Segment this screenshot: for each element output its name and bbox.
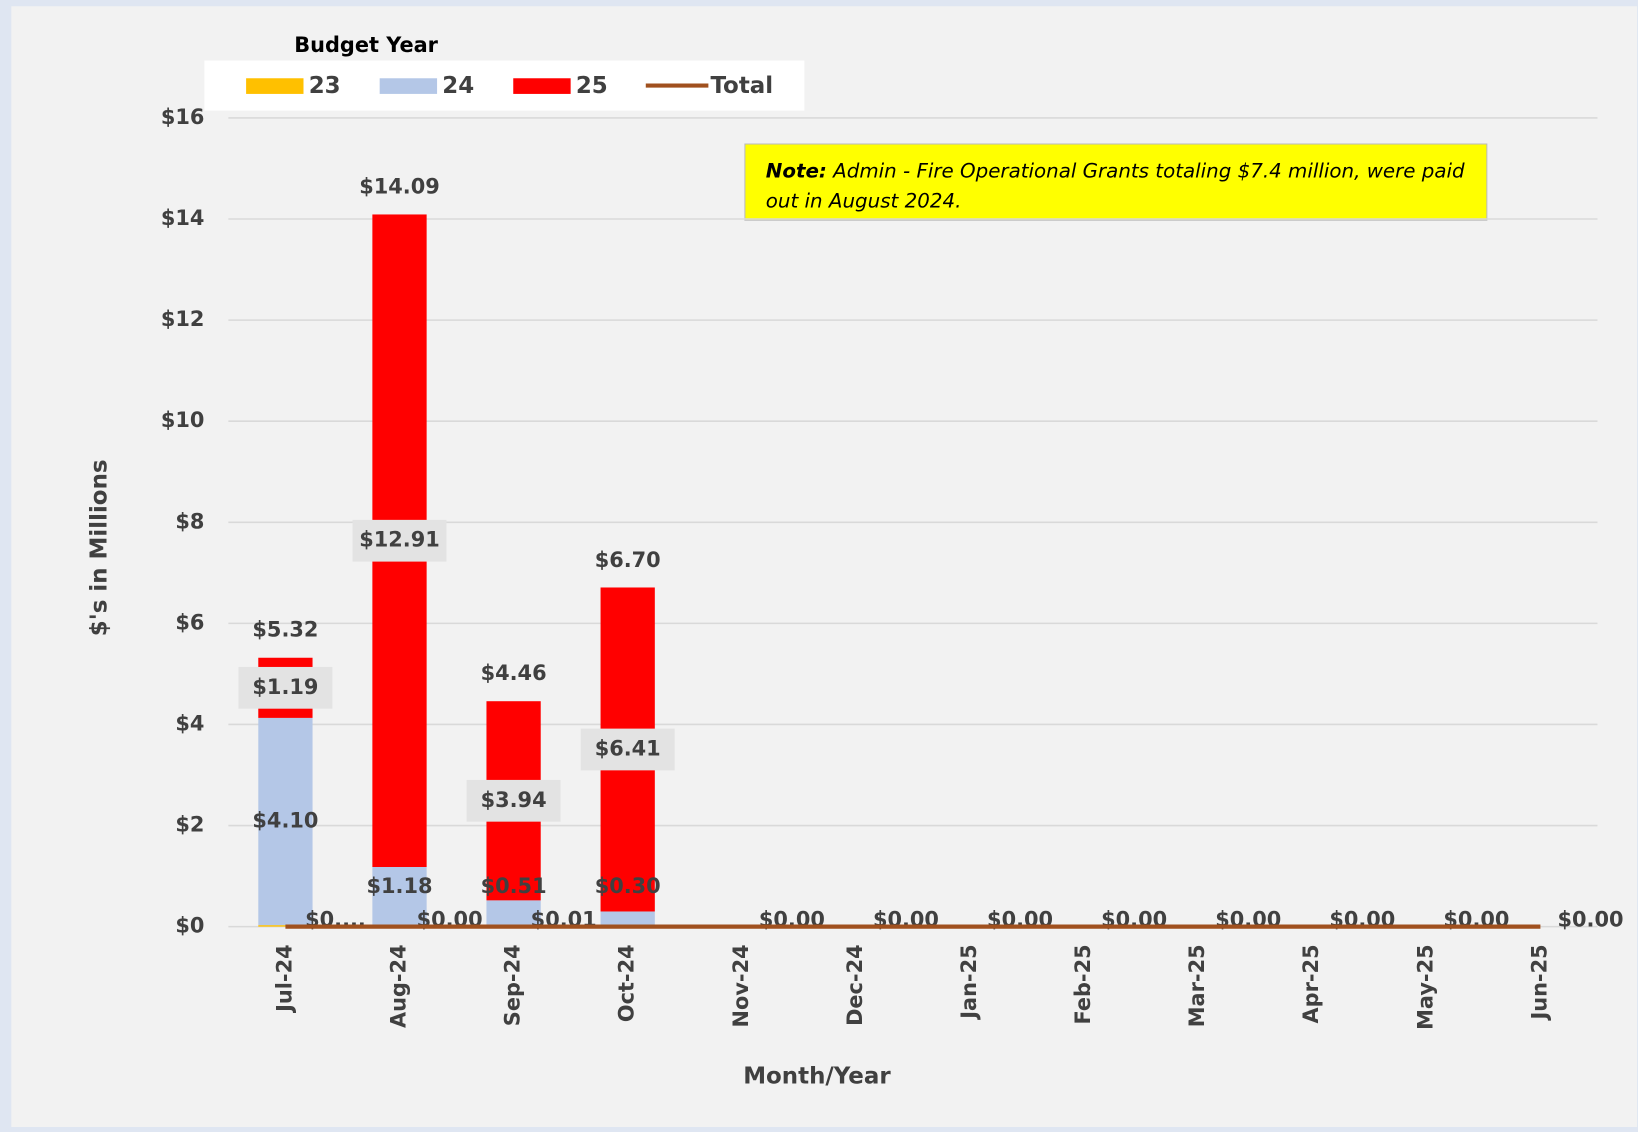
y-tick-label: $2 — [175, 813, 204, 837]
y-tick-label: $12 — [161, 307, 205, 331]
value-label: $4.10 — [252, 809, 318, 833]
y-tick-label: $6 — [175, 610, 204, 634]
note-body: Admin - Fire Operational Grants totaling… — [765, 159, 1465, 213]
y-axis-label: $'s in Millions — [87, 459, 113, 636]
value-label: $0.00 — [1558, 907, 1624, 931]
value-label: $1.19 — [252, 675, 318, 699]
value-label: $0.51 — [481, 874, 547, 898]
y-tick-label: $4 — [175, 711, 204, 735]
value-label: $1.18 — [367, 874, 433, 898]
legend-swatch — [246, 78, 304, 94]
value-label: $12.91 — [359, 528, 439, 552]
y-tick-label: $0 — [175, 914, 204, 938]
value-label: $0.30 — [595, 874, 661, 898]
total-label: $5.32 — [252, 618, 318, 642]
bar-segment — [372, 867, 427, 927]
bar-segment — [600, 911, 655, 927]
x-tick-label: Jul-24 — [272, 944, 296, 1013]
value-label-box — [238, 666, 333, 709]
value-label: $3.94 — [481, 788, 547, 812]
x-tick-label: Apr-25 — [1299, 944, 1323, 1023]
legend-label: 23 — [309, 73, 341, 99]
legend-label: Total — [710, 73, 773, 99]
x-tick-label: Nov-24 — [729, 944, 753, 1027]
x-tick-label: May-25 — [1413, 944, 1437, 1029]
note-text: Note: Admin - Fire Operational Grants to… — [745, 144, 1487, 220]
y-tick-label: $8 — [175, 509, 204, 533]
x-tick-label: Jun-25 — [1527, 944, 1551, 1021]
bar-segment — [486, 900, 541, 927]
value-label-box — [580, 728, 675, 771]
x-tick-label: Sep-24 — [501, 944, 525, 1026]
value-label: $6.41 — [595, 736, 661, 760]
x-tick-label: Feb-25 — [1071, 944, 1095, 1024]
total-label: $4.46 — [481, 661, 547, 685]
note-box — [744, 143, 1488, 221]
y-tick-label: $14 — [161, 206, 205, 230]
y-tick-label: $10 — [161, 408, 205, 432]
note-label: Note: — [765, 159, 827, 183]
total-label: $6.70 — [595, 548, 661, 572]
x-tick-label: Mar-25 — [1185, 944, 1209, 1027]
legend-label: 25 — [576, 73, 608, 99]
x-tick-label: Jan-25 — [957, 944, 981, 1020]
legend-label: 24 — [442, 73, 474, 99]
bar-segment — [258, 717, 313, 926]
x-axis-label: Month/Year — [743, 1063, 891, 1089]
total-label: $14.09 — [359, 174, 439, 198]
legend-swatch — [513, 78, 571, 94]
value-label-box — [352, 519, 447, 562]
legend-swatch — [379, 78, 438, 94]
note: Note: Admin - Fire Operational Grants to… — [745, 144, 1487, 220]
y-tick-label: $16 — [161, 105, 205, 129]
x-tick-label: Aug-24 — [387, 944, 411, 1028]
x-tick-label: Dec-24 — [843, 944, 867, 1026]
legend-title: Budget Year — [294, 33, 438, 57]
value-label-box — [466, 779, 561, 822]
x-tick-label: Oct-24 — [615, 944, 639, 1022]
